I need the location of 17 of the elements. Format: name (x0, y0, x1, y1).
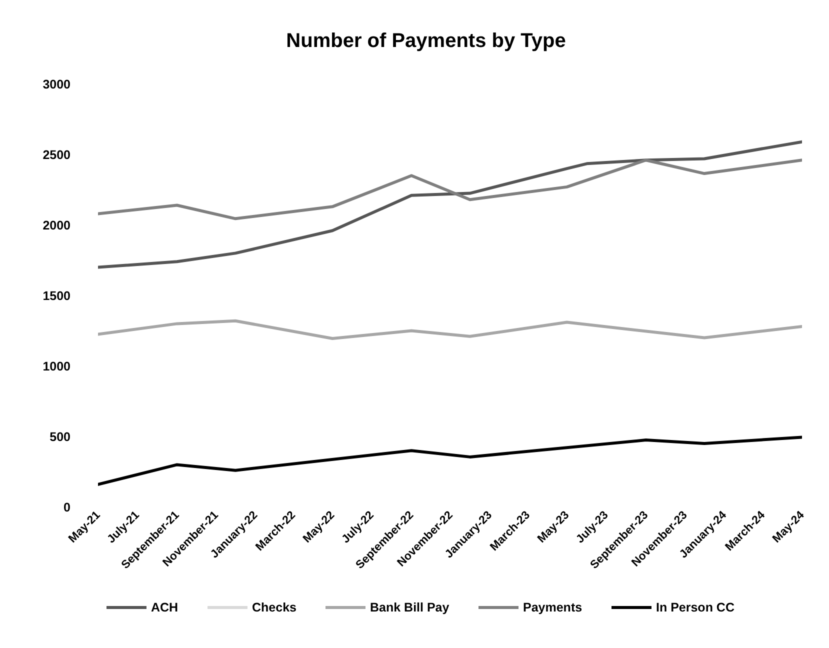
y-tick-label: 0 (64, 500, 71, 514)
line-series (98, 436, 802, 486)
y-tick-label: 1000 (42, 360, 71, 374)
legend-label: Bank Bill Pay (370, 600, 450, 614)
chart-title: Number of Payments by Type (286, 30, 566, 52)
legend-label: Checks (252, 600, 297, 614)
y-tick-label: 3000 (42, 78, 71, 92)
y-tick-label: 1500 (42, 289, 71, 303)
line-series (98, 319, 802, 340)
line-series (98, 140, 802, 269)
y-tick-label: 500 (50, 430, 71, 444)
y-tick-label: 2500 (42, 148, 71, 162)
y-tick-label: 2000 (42, 218, 71, 232)
legend-label: ACH (151, 600, 178, 614)
line-series (98, 158, 802, 220)
legend-label: In Person CC (656, 600, 734, 614)
legend-label: Payments (523, 600, 582, 614)
